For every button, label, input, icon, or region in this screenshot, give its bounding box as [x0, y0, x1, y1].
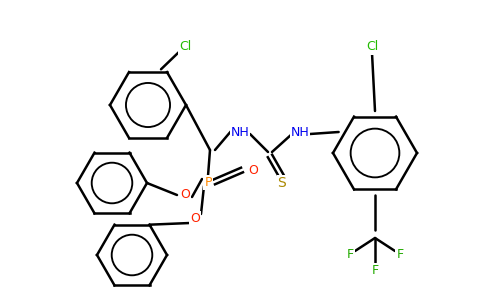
Text: F: F — [396, 248, 404, 262]
Text: Cl: Cl — [179, 40, 191, 53]
Text: O: O — [190, 212, 200, 224]
Text: O: O — [248, 164, 258, 176]
Text: F: F — [347, 248, 354, 262]
Text: NH: NH — [290, 125, 309, 139]
Text: O: O — [180, 188, 190, 202]
Text: Cl: Cl — [366, 40, 378, 53]
Text: F: F — [371, 263, 378, 277]
Text: P: P — [204, 176, 212, 188]
Text: S: S — [278, 176, 287, 190]
Text: NH: NH — [230, 125, 249, 139]
